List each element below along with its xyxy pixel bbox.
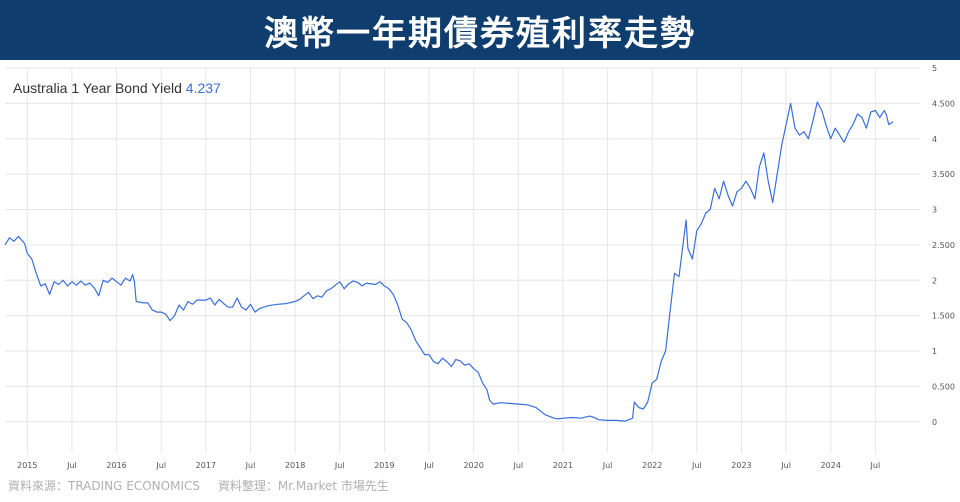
x-tick-label: 2019 xyxy=(374,461,394,470)
x-tick-label: 2017 xyxy=(196,461,216,470)
x-tick-label: 2021 xyxy=(553,461,573,470)
x-tick-label: 2018 xyxy=(285,461,305,470)
y-tick-label: 2.500 xyxy=(932,241,955,250)
y-tick-label: 0 xyxy=(932,418,937,427)
y-tick-label: 5 xyxy=(932,64,937,73)
x-tick-label: Jul xyxy=(602,461,613,470)
title-banner: 澳幣一年期債券殖利率走勢 xyxy=(0,0,960,60)
x-tick-label: Jul xyxy=(334,461,345,470)
footer-credits: 資料來源：TRADING ECONOMICS 資料整理：Mr.Market 市場… xyxy=(8,477,403,494)
x-tick-label: 2024 xyxy=(821,461,841,470)
y-tick-label: 1.500 xyxy=(932,312,955,321)
x-tick-label: 2020 xyxy=(463,461,483,470)
x-tick-label: 2015 xyxy=(17,461,37,470)
x-tick-label: Jul xyxy=(691,461,702,470)
chart-title-text: Australia 1 Year Bond Yield xyxy=(13,80,186,96)
banner-title: 澳幣一年期債券殖利率走勢 xyxy=(264,13,696,54)
x-tick-label: Jul xyxy=(870,461,881,470)
chart-title: Australia 1 Year Bond Yield 4.237 xyxy=(13,80,221,96)
y-tick-label: 4 xyxy=(932,135,937,144)
x-tick-label: 2016 xyxy=(106,461,126,470)
footer-source: 資料來源：TRADING ECONOMICS xyxy=(8,479,200,493)
y-tick-label: 3.500 xyxy=(932,170,955,179)
x-tick-label: 2023 xyxy=(731,461,751,470)
x-tick-label: Jul xyxy=(155,461,166,470)
x-tick-label: 2022 xyxy=(642,461,662,470)
y-tick-label: 0.500 xyxy=(932,382,955,391)
x-tick-label: Jul xyxy=(245,461,256,470)
x-tick-label: Jul xyxy=(780,461,791,470)
x-tick-label: Jul xyxy=(66,461,77,470)
y-tick-label: 2 xyxy=(932,276,937,285)
y-tick-label: 3 xyxy=(932,206,937,215)
y-tick-label: 1 xyxy=(932,347,937,356)
y-tick-label: 4.500 xyxy=(932,99,955,108)
series-line xyxy=(4,101,894,422)
chart-title-value: 4.237 xyxy=(186,80,221,96)
x-tick-label: Jul xyxy=(512,461,523,470)
yield-chart: 5 4.500 4 3.500 3 2.500 2 1.500 1 0.500 0 2015 Jul 20… xyxy=(4,64,955,470)
x-tick-label: Jul xyxy=(423,461,434,470)
footer-compiler: 資料整理：Mr.Market 市場先生 xyxy=(217,479,389,493)
